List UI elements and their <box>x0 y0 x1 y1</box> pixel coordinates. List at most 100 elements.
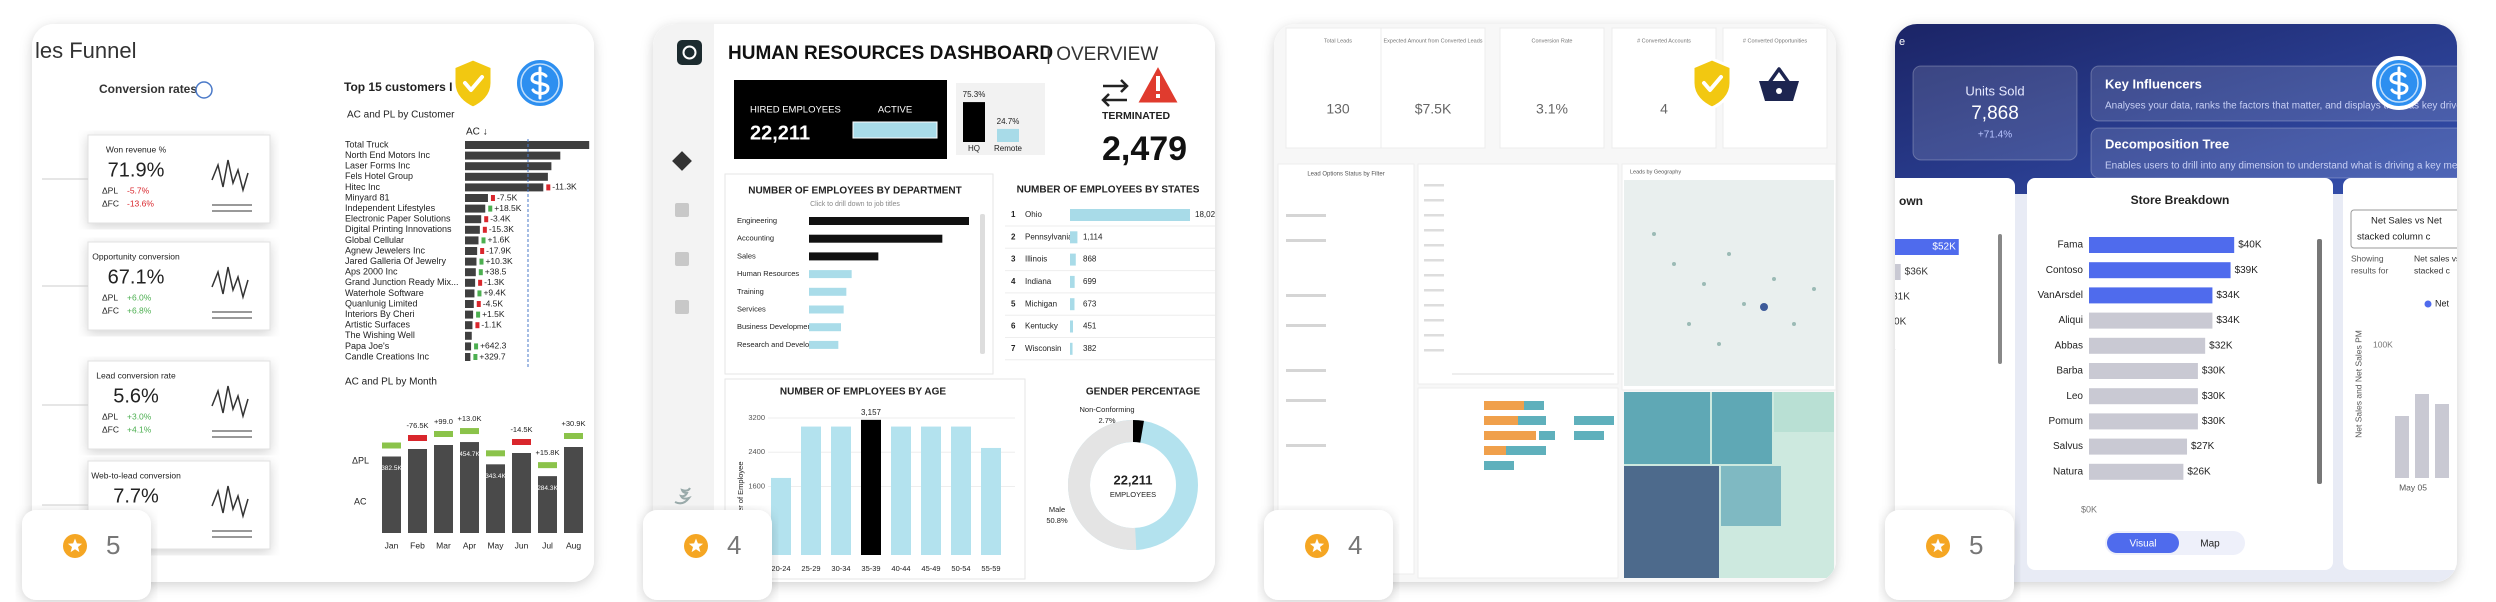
dept-panel <box>724 173 994 375</box>
customer-delta: +1.5K <box>482 309 505 319</box>
month-bar <box>434 445 453 533</box>
bar-label: $39K <box>2235 265 2259 276</box>
delta-marker <box>476 301 481 307</box>
month-label: Mar <box>436 540 451 550</box>
remote-bar <box>997 128 1019 142</box>
customer-bar <box>465 236 479 245</box>
kpi-delta: +3.0% <box>127 411 152 421</box>
dashboard-card[interactable]: HUMAN RESOURCES DASHBOARD| OVERVIEW HIRED… <box>643 24 1216 600</box>
state-name: Pennsylvania <box>1025 232 1073 241</box>
delta-marker <box>477 290 482 297</box>
check-icon <box>463 75 484 92</box>
kpi-value: 7,868 <box>1971 103 2019 124</box>
warning-mark <box>1156 76 1160 91</box>
legend-dot <box>2424 300 2432 308</box>
bar-label: $30K <box>2202 366 2226 377</box>
store-bar <box>2089 363 2198 379</box>
delta-bar <box>486 450 505 457</box>
month-value: 382.5K <box>381 465 402 472</box>
age-bar <box>891 426 911 555</box>
y-tick-label: 100K <box>2373 339 2393 349</box>
chart-panel <box>1417 163 1619 385</box>
state-name: Indiana <box>1025 277 1052 286</box>
customer-name: Hitec Inc <box>345 182 381 192</box>
customer-bar <box>465 353 471 361</box>
store-bar <box>2089 237 2235 253</box>
map-dot <box>1652 232 1656 236</box>
placeholder-row <box>1424 334 1444 337</box>
kpi-header: # Converted Opportunities <box>1743 38 1807 44</box>
kpi-name: Won revenue % <box>106 144 167 154</box>
x-tick-label: May 05 <box>2399 482 2427 492</box>
kpi-change: +71.4% <box>1978 130 2012 141</box>
customer-name: The Wishing Well <box>345 330 415 340</box>
kpi-label: ACTIVE <box>878 105 912 116</box>
axis-label: ΔPL <box>352 455 369 465</box>
bar-label: 24.7% <box>997 117 1020 126</box>
placeholder-text <box>1286 214 1326 217</box>
age-bar <box>771 477 791 555</box>
age-bar <box>981 447 1001 555</box>
delta-bar <box>408 435 427 441</box>
customer-name: Minyard 81 <box>345 192 390 202</box>
kpi-name: Lead conversion rate <box>96 370 176 380</box>
active-bar <box>852 121 938 139</box>
delta-marker <box>478 279 483 286</box>
card-thumbnail: e Units Sold 7,868 +71.4% Key Influencers Ana… <box>1895 24 2457 582</box>
kpi-delta: +6.0% <box>127 292 152 302</box>
star-icon <box>1309 538 1325 553</box>
card-thumbnail: les Funnel Conversion rates Top 15 custome… <box>32 24 594 582</box>
rating-value: 5 <box>106 530 120 560</box>
store-name: Aliqui <box>2059 315 2083 326</box>
sparkline <box>211 159 249 193</box>
kpi-delta: +6.8% <box>127 305 152 315</box>
customer-name: Jared Galleria Of Jewelry <box>345 256 447 266</box>
dashboard-card[interactable]: Total Leads Expected Amount from Converte… <box>1264 24 1836 600</box>
customer-bar <box>465 310 474 319</box>
sales-bar <box>1895 239 1959 255</box>
kpi-delta: -13.6% <box>127 198 154 208</box>
customer-bar <box>465 278 476 287</box>
placeholder-text <box>1286 369 1326 372</box>
toggle-button: Visual <box>2129 539 2156 550</box>
store-bar <box>2089 337 2206 354</box>
bar-shape <box>1539 431 1555 440</box>
department-bar <box>809 234 943 243</box>
bar-label: $30K <box>2202 416 2226 427</box>
customer-name: Fels Hotel Group <box>345 171 413 181</box>
caption: Showing <box>2351 253 2384 263</box>
state-rank: 3 <box>1011 255 1016 264</box>
department-name: Research and Development <box>737 340 831 349</box>
legend-text: Net Sales vs Net <box>2371 216 2442 227</box>
star-icon <box>688 538 704 553</box>
hq-bar <box>963 102 985 142</box>
store-bar <box>2089 463 2184 480</box>
donut-label: 2.7% <box>1098 416 1115 425</box>
panel-title: NUMBER OF EMPLOYEES BY AGE <box>780 387 946 398</box>
store-bar <box>2089 287 2213 304</box>
bar-category: HQ <box>968 144 980 153</box>
dashboard-card[interactable]: les Funnel Conversion rates Top 15 custome… <box>22 24 594 600</box>
customer-bar <box>465 247 478 255</box>
department-bar <box>809 305 844 314</box>
y-tick-label: 3200 <box>748 413 765 422</box>
delta-marker <box>484 216 489 223</box>
scrollbar <box>980 214 985 354</box>
department-bar <box>809 217 969 225</box>
dashboard-card[interactable]: e Units Sold 7,868 +71.4% Key Influencers Ana… <box>1770 24 2483 600</box>
column <box>2415 394 2429 478</box>
panel-title: Lead Options Status by Filter <box>1307 172 1384 178</box>
state-bar <box>1070 298 1075 311</box>
customer-name: Candle Creations Inc <box>345 351 430 361</box>
month-bar <box>512 453 531 533</box>
bar-shape <box>1484 416 1518 425</box>
department-bar <box>809 340 839 349</box>
department-bar <box>809 287 847 296</box>
delta-marker <box>490 195 495 201</box>
store-bar <box>2089 388 2198 405</box>
customer-name: Electronic Paper Solutions <box>345 214 451 224</box>
donut-total-label: EMPLOYEES <box>1110 490 1156 499</box>
placeholder-text <box>1286 444 1326 447</box>
bar-shape <box>1574 431 1604 440</box>
